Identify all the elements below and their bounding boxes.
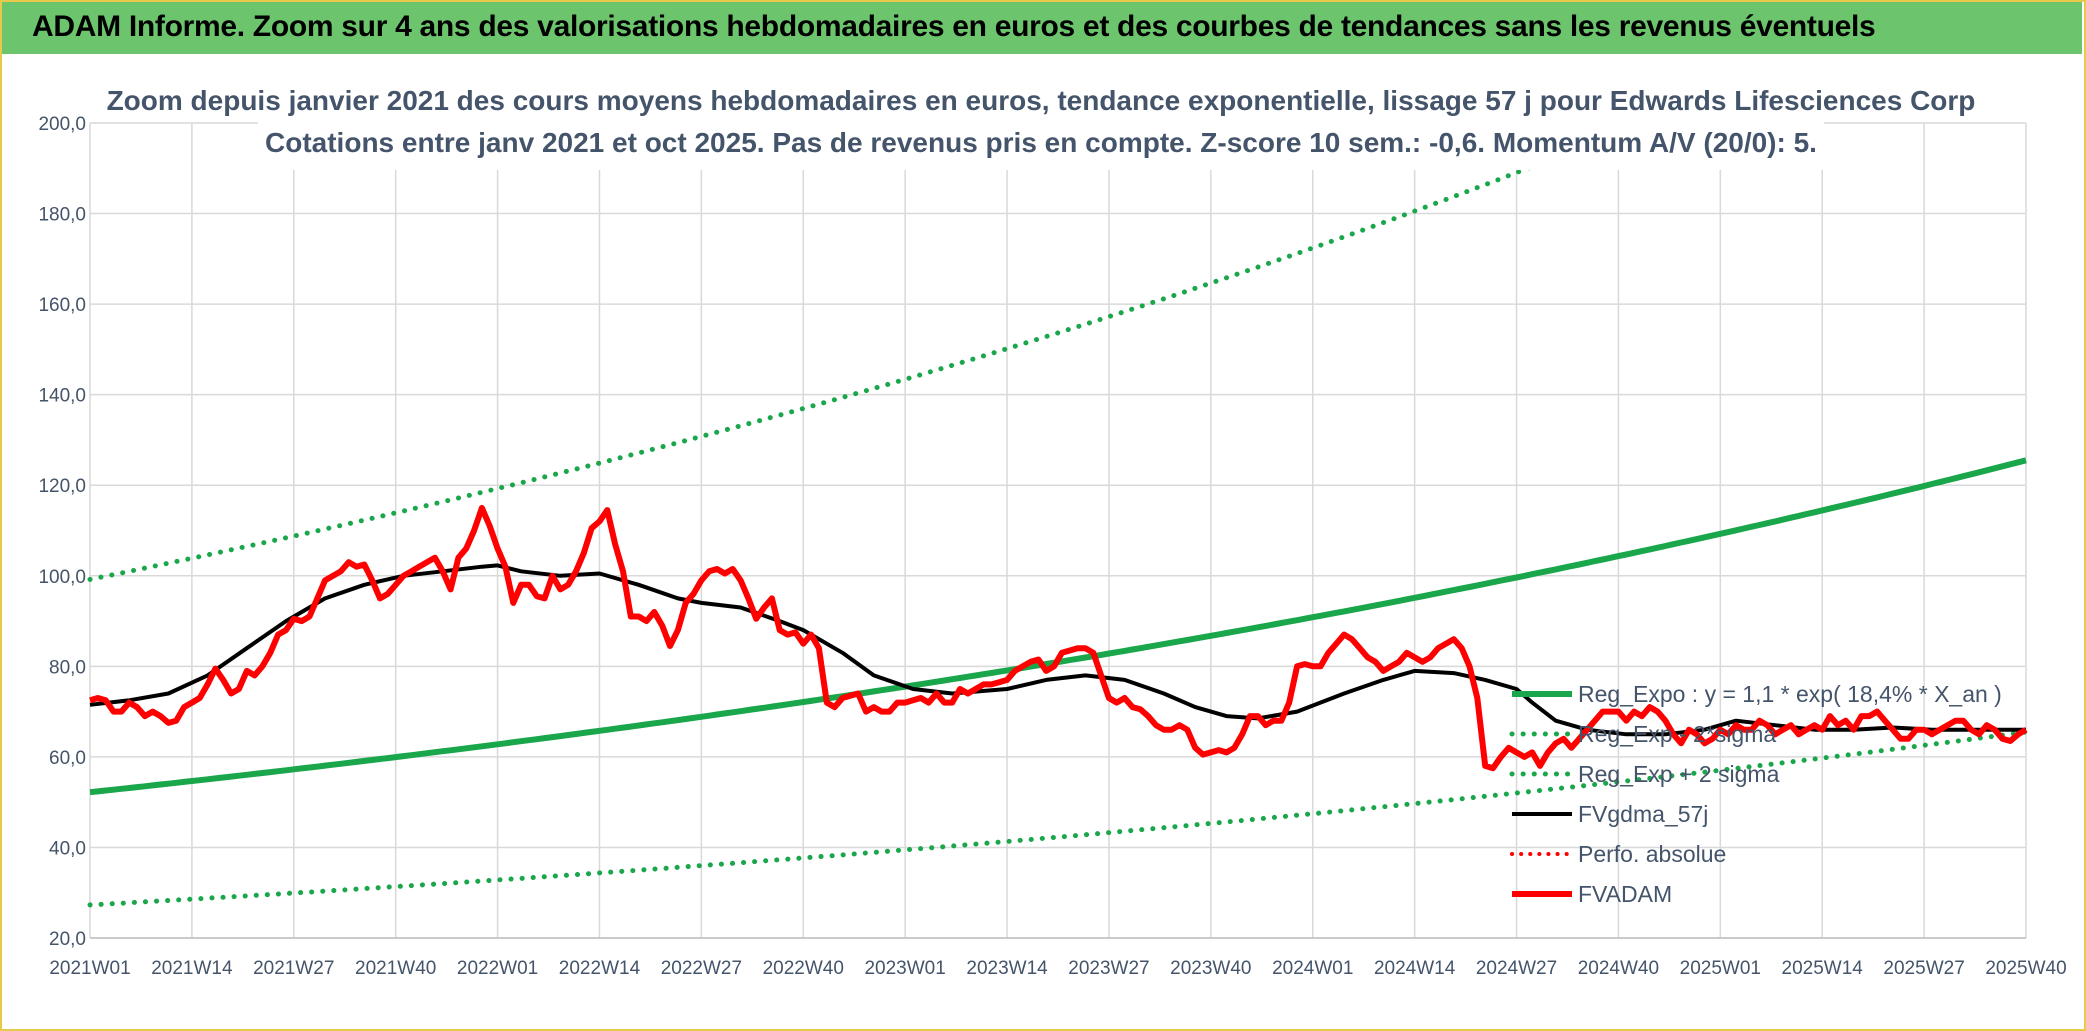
upper-band-line: [87, 123, 1637, 582]
x-tick-label: 2025W01: [1680, 958, 1761, 979]
x-tick-label: 2024W14: [1374, 958, 1456, 979]
y-tick-label: 40,0: [49, 838, 86, 859]
x-tick-label: 2023W40: [1170, 958, 1251, 979]
x-tick-label: 2023W27: [1068, 958, 1149, 979]
y-tick-label: 20,0: [49, 929, 86, 950]
y-tick-label: 200,0: [38, 114, 86, 135]
y-tick-label: 80,0: [49, 657, 86, 678]
x-tick-label: 2022W01: [457, 958, 538, 979]
y-axis: 20,0 40,0 60,0 80,0 100,0 120,0 140,0 160,0 180,…: [38, 114, 86, 950]
x-tick-label: 2024W01: [1272, 958, 1353, 979]
legend-label: FVADAM: [1578, 881, 1672, 907]
x-tick-label: 2025W27: [1883, 958, 1964, 979]
plot-lines: [87, 123, 2029, 908]
y-tick-label: 140,0: [38, 386, 86, 407]
x-tick-label: 2023W01: [864, 958, 945, 979]
x-tick-label: 2021W27: [253, 958, 334, 979]
x-tick-label: 2022W27: [661, 958, 742, 979]
legend-label: Reg_Expo : y = 1,1 * exp( 18,4% * X_an ): [1578, 681, 2002, 707]
y-tick-label: 120,0: [38, 476, 86, 497]
x-tick-label: 2021W14: [151, 958, 233, 979]
legend-label: FVgdma_57j: [1578, 801, 1708, 827]
legend-label: Reg_Exp + 2 sigma: [1578, 761, 1780, 787]
x-tick-label: 2024W40: [1578, 958, 1659, 979]
legend-label: Reg_Exp - 2*sigma: [1578, 721, 1776, 747]
x-tick-label: 2021W01: [49, 958, 130, 979]
x-tick-label: 2025W40: [1985, 958, 2066, 979]
x-tick-label: 2022W14: [559, 958, 641, 979]
fvadam-line: [89, 504, 2028, 772]
chart-title: Zoom depuis janvier 2021 des cours moyen…: [107, 85, 1976, 116]
legend: Reg_Expo : y = 1,1 * exp( 18,4% * X_an )…: [1509, 681, 2002, 907]
y-tick-label: 180,0: [38, 205, 86, 226]
chart-subtitle: Cotations entre janv 2021 et oct 2025. P…: [265, 127, 1817, 158]
x-tick-label: 2023W14: [966, 958, 1048, 979]
y-tick-label: 160,0: [38, 295, 86, 316]
title-background: [258, 80, 1824, 170]
x-tick-label: 2022W40: [763, 958, 844, 979]
lower-band-line: [87, 729, 2029, 908]
report-title: ADAM Informe. Zoom sur 4 ans des valoris…: [32, 10, 1876, 43]
y-tick-label: 100,0: [38, 567, 86, 588]
x-tick-label: 2021W40: [355, 958, 436, 979]
x-tick-label: 2024W27: [1476, 958, 1557, 979]
chart-titles: Zoom depuis janvier 2021 des cours moyen…: [107, 80, 1976, 170]
report-header: ADAM Informe. Zoom sur 4 ans des valoris…: [2, 2, 2082, 54]
fvgdma-line: [89, 563, 2026, 737]
x-axis: 2021W01 2021W14 2021W27 2021W40 2022W01 2022W…: [49, 958, 2066, 979]
y-tick-label: 60,0: [49, 748, 86, 769]
x-tick-label: 2025W14: [1782, 958, 1864, 979]
legend-label: Perfo. absolue: [1578, 841, 1726, 867]
